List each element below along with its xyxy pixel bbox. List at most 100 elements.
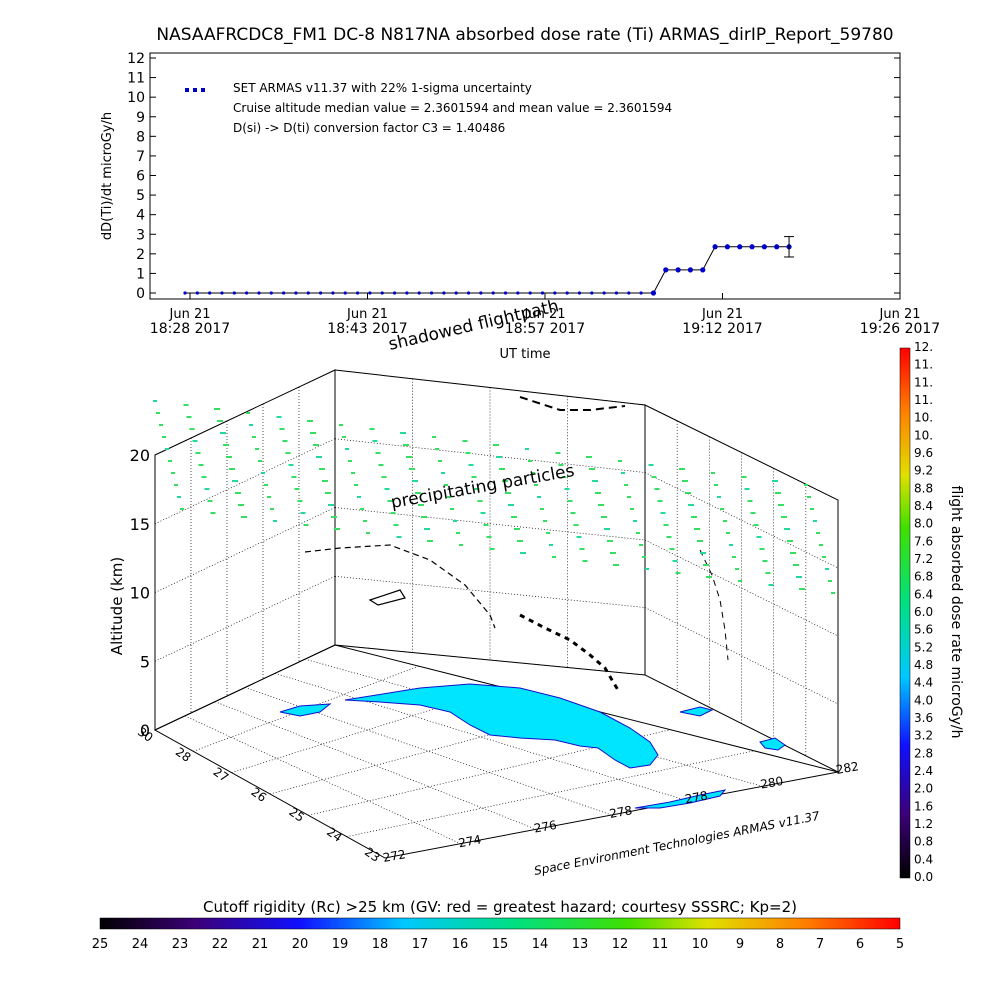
dose-marker [235, 492, 241, 494]
series-point [232, 291, 236, 295]
x-axis-ticks: 272 274 276 278 278 280 282 [382, 759, 860, 865]
dose-marker [207, 500, 213, 502]
right-colorbar-tick-label: 11. [914, 358, 933, 372]
series-point [429, 291, 434, 295]
dose-marker [639, 544, 643, 546]
dose-marker [153, 400, 157, 402]
top-y-tick-label: 2 [136, 247, 145, 263]
dose-rate-series [183, 236, 795, 296]
dose-marker [162, 436, 166, 438]
series-point [528, 291, 532, 295]
dose-marker [474, 488, 480, 490]
dose-marker [636, 532, 640, 534]
right-colorbar-tick-label: 0.4 [914, 852, 933, 866]
dose-marker [384, 488, 390, 490]
dose-marker [381, 476, 387, 478]
dose-marker [249, 424, 253, 426]
dose-marker [679, 468, 685, 470]
right-colorbar-ticks: 0.0 0.4 0.8 1.2 1.6 2.0 2.4 2.8 3.2 3.6 4.0 4.4 4.8 5… [914, 340, 933, 884]
dose-marker [409, 468, 415, 470]
series-point [590, 291, 594, 295]
dose-marker [657, 500, 663, 502]
top-y-axis-label: dD(Ti)/dt microGy/h [100, 112, 115, 240]
series-point [405, 291, 409, 295]
dose-marker [360, 508, 364, 510]
takeoff-marker [368, 589, 406, 606]
y-tick-label: 24 [324, 825, 345, 845]
dose-marker [793, 564, 799, 566]
dose-marker [393, 524, 399, 526]
dose-marker [276, 416, 282, 418]
dose-marker [453, 520, 457, 522]
annotation-precipitating-particles: precipitating particles [389, 461, 576, 513]
right-colorbar-tick-label: 7.2 [914, 552, 933, 566]
dose-marker [642, 556, 646, 558]
legend-line-3: D(si) -> D(ti) conversion factor C3 = 1.… [233, 121, 505, 135]
series-point [724, 244, 731, 250]
dose-marker [489, 548, 495, 550]
top-y-tick-label: 3 [136, 227, 145, 243]
right-colorbar-tick-label: 4.8 [914, 658, 933, 672]
dose-marker [604, 528, 610, 530]
right-colorbar-tick-label: 8.4 [914, 499, 933, 513]
right-colorbar-tick-label: 9.6 [914, 446, 933, 460]
dose-marker [741, 476, 747, 478]
dose-marker [156, 412, 160, 414]
dose-marker [697, 540, 703, 542]
dose-marker [486, 536, 492, 538]
dose-marker [765, 572, 771, 574]
dose-marker [621, 472, 625, 474]
dose-marker [427, 540, 433, 542]
dose-marker [564, 488, 570, 490]
dose-marker [669, 548, 675, 550]
dose-marker [810, 508, 814, 510]
x-tick-label: 278 [608, 803, 633, 821]
right-colorbar-tick-label: 3.2 [914, 729, 933, 743]
dose-marker [570, 512, 576, 514]
dose-marker [159, 424, 163, 426]
series-point [602, 291, 606, 295]
dose-marker [400, 432, 406, 434]
dose-marker [601, 516, 607, 518]
dose-marker [270, 508, 274, 510]
shadow-track-right [699, 549, 729, 661]
dose-marker [753, 524, 759, 526]
top-y-tick-label: 7 [136, 149, 145, 165]
top-x-tick-label-line2: 19:12 2017 [682, 321, 762, 337]
dose-marker [375, 452, 381, 454]
dose-marker [307, 420, 313, 422]
dose-marker [706, 576, 712, 578]
dose-marker [328, 504, 334, 506]
right-colorbar: 0.0 0.4 0.8 1.2 1.6 2.0 2.4 2.8 3.2 3.6 4.0 4.4 4.8 5… [899, 340, 964, 884]
series-point [442, 291, 446, 295]
x-tick-label: 272 [382, 847, 407, 865]
dose-marker [685, 492, 691, 494]
dose-markers [153, 400, 835, 594]
dose-marker [471, 476, 477, 478]
dose-marker [378, 464, 384, 466]
grid-left-wall [154, 438, 336, 525]
dose-marker [183, 404, 189, 406]
dose-marker [723, 520, 727, 522]
dose-marker [214, 408, 220, 410]
x-tick-label: 276 [533, 818, 558, 836]
dose-marker [354, 484, 358, 486]
credit-label: Space Environment Technologies ARMAS v11… [533, 809, 821, 878]
dose-marker [589, 468, 595, 470]
dose-marker [468, 464, 474, 466]
top-x-tick-label-line1: Jun 21 [169, 307, 211, 322]
series-point [454, 291, 458, 295]
z-tick-label: 10 [130, 584, 150, 603]
dose-marker [441, 472, 445, 474]
dose-marker [444, 484, 448, 486]
dose-marker [412, 480, 418, 482]
dose-marker [310, 432, 316, 434]
series-point [761, 244, 767, 250]
dose-marker [517, 540, 523, 542]
dose-marker [648, 464, 654, 466]
dose-marker [531, 472, 535, 474]
dose-marker [720, 508, 724, 510]
dose-marker [675, 572, 681, 574]
dose-marker [700, 552, 706, 554]
